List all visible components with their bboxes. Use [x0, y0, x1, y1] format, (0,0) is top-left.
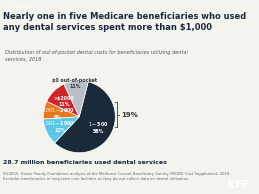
Text: 28.7 million beneficiaries used dental services: 28.7 million beneficiaries used dental s… — [3, 160, 167, 165]
Text: Nearly one in five Medicare beneficiaries who used
any dental services spent mor: Nearly one in five Medicare beneficiarie… — [3, 12, 246, 32]
Wedge shape — [47, 84, 79, 117]
Text: Distribution of out-of-pocket dental costs for beneficiaries utilizing dental
se: Distribution of out-of-pocket dental cos… — [5, 50, 188, 62]
Text: $0 out-of-pocket
11%: $0 out-of-pocket 11% — [53, 78, 98, 89]
Text: $1001-$2000
8%: $1001-$2000 8% — [42, 106, 75, 120]
Text: Figure 5: Figure 5 — [12, 4, 33, 10]
Wedge shape — [43, 101, 79, 119]
Text: 19%: 19% — [121, 112, 138, 118]
Text: $1-$500
58%: $1-$500 58% — [88, 120, 109, 134]
Wedge shape — [43, 117, 79, 143]
Text: KFF: KFF — [227, 180, 249, 190]
Wedge shape — [55, 82, 115, 153]
Wedge shape — [64, 81, 88, 117]
Text: SOURCE: Kaiser Family Foundation analysis of the Medicare Current Beneficiary Su: SOURCE: Kaiser Family Foundation analysi… — [3, 172, 230, 181]
Text: >$2000
11%: >$2000 11% — [54, 96, 74, 107]
Text: $501-$1000
12%: $501-$1000 12% — [45, 119, 75, 133]
